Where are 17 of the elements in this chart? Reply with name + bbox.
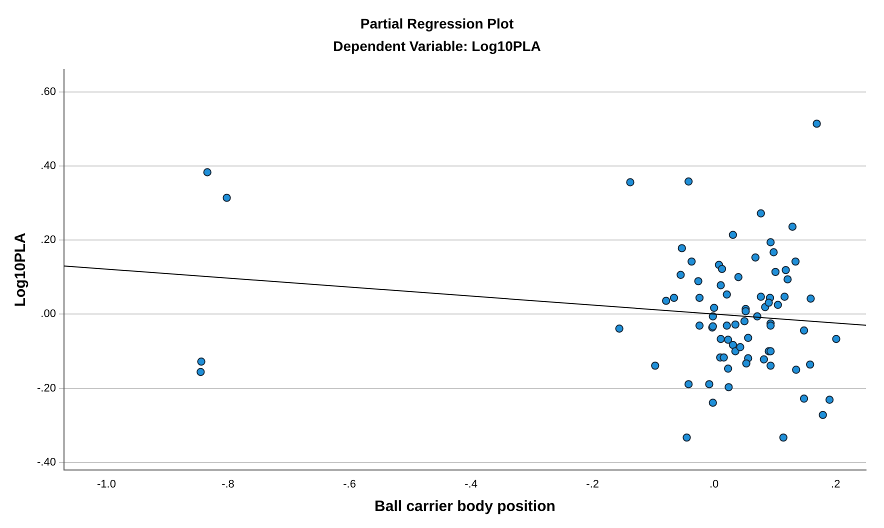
y-tick-label: .40 (40, 160, 56, 172)
y-tick-label: .60 (40, 86, 56, 98)
x-tick-label: -.8 (222, 478, 234, 490)
x-tick-label: -1.0 (97, 478, 116, 490)
y-tick-label: .20 (40, 234, 56, 246)
y-tick-label: .00 (40, 308, 56, 320)
y-tick-label: -.20 (36, 382, 56, 394)
y-tick-label: -.40 (36, 456, 56, 468)
y-axis-title: Log10PLA (12, 232, 30, 307)
x-tick-label: -.6 (343, 478, 356, 490)
x-axis-title: Ball carrier body position (374, 498, 556, 516)
x-tick-label: -.4 (464, 478, 478, 490)
x-tick-label: .2 (831, 478, 840, 490)
chart-title: Partial Regression Plot (360, 15, 514, 32)
x-tick-label: .0 (710, 478, 719, 490)
chart-subtitle: Dependent Variable: Log10PLA (333, 38, 541, 54)
x-tick-label: -.2 (586, 478, 599, 490)
